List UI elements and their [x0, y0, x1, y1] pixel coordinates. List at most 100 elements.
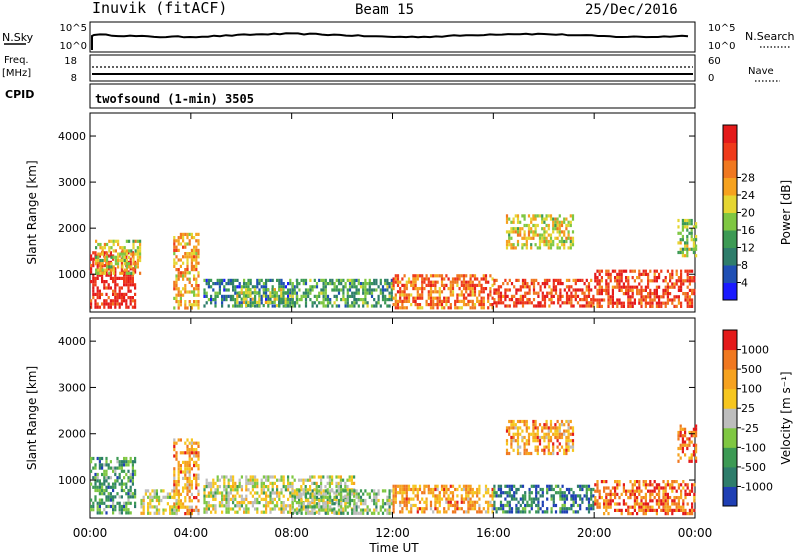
power-cell [445, 296, 448, 300]
power-cell [179, 303, 182, 307]
power-cell [445, 299, 448, 303]
power-cell [94, 305, 97, 309]
power-cell [193, 268, 196, 272]
power-cell [567, 236, 570, 240]
power-cell [640, 285, 643, 289]
power-cell [510, 236, 513, 240]
power-cell [177, 242, 180, 246]
velocity-cell [205, 485, 208, 489]
velocity-cell [569, 419, 572, 424]
velocity-cell [335, 495, 338, 499]
velocity-cell [579, 503, 582, 508]
power-cell [416, 296, 419, 300]
power-cell [523, 217, 526, 221]
velocity-cell [324, 508, 327, 512]
power-cell [686, 238, 689, 242]
power-cell [309, 278, 312, 282]
velocity-cell [98, 456, 101, 461]
power-cell [438, 274, 441, 278]
power-cell [390, 285, 393, 289]
power-cell [451, 283, 455, 287]
power-cell [98, 289, 101, 293]
velocity-cell [151, 498, 154, 503]
power-cell [616, 298, 619, 302]
power-cell [625, 279, 628, 283]
velocity-cell [653, 489, 656, 493]
power-cell [337, 291, 341, 295]
power-cell [127, 280, 130, 284]
velocity-cell [210, 491, 213, 495]
velocity-cell [326, 507, 329, 511]
velocity-cell [386, 502, 389, 506]
power-cell [125, 258, 128, 263]
velocity-cell [565, 451, 568, 456]
velocity-cell [394, 491, 397, 495]
velocity-cell [322, 498, 325, 503]
velocity-cell [388, 505, 391, 509]
velocity-cell [556, 439, 559, 443]
power-cell [640, 288, 643, 292]
velocity-cell [90, 460, 93, 464]
velocity-cell [289, 485, 292, 489]
velocity-cell [407, 500, 411, 504]
velocity-cell [125, 501, 128, 505]
velocity-cell [543, 426, 546, 430]
velocity-cell [218, 501, 221, 505]
velocity-cell [451, 510, 455, 514]
power-cell [596, 282, 599, 286]
power-cell [132, 258, 135, 263]
velocity-cell [541, 426, 544, 430]
velocity-cell [563, 448, 566, 452]
velocity-cell [447, 507, 450, 511]
power-cell [515, 304, 518, 308]
velocity-cell [449, 500, 452, 504]
power-cell [616, 276, 619, 280]
velocity-cell [317, 485, 320, 489]
velocity-cell [298, 478, 301, 482]
power-cell [644, 295, 647, 299]
velocity-cell [585, 507, 588, 511]
power-cell [543, 301, 547, 305]
power-cell [318, 301, 321, 305]
power-cell [364, 298, 367, 302]
velocity-cell [300, 498, 303, 503]
velocity-cell [377, 498, 380, 503]
velocity-cell [320, 475, 323, 479]
power-cell [403, 296, 406, 300]
velocity-cell [169, 505, 172, 509]
velocity-cell [247, 510, 250, 514]
velocity-cell [348, 478, 351, 482]
velocity-cell [90, 504, 93, 509]
velocity-cell [436, 500, 439, 504]
power-cell [647, 282, 650, 286]
velocity-cell [399, 484, 402, 488]
power-cell [195, 300, 198, 304]
velocity-cell [94, 488, 97, 493]
velocity-cell [118, 476, 121, 480]
velocity-cell [695, 434, 698, 438]
power-cell [373, 298, 376, 302]
velocity-cell [510, 435, 513, 440]
velocity-cell [552, 503, 555, 508]
power-cell [129, 302, 132, 306]
velocity-cell [447, 487, 450, 492]
power-cell [112, 292, 115, 296]
power-cell [552, 239, 555, 244]
power-cell [114, 258, 117, 263]
velocity-cell [516, 445, 520, 449]
power-cell [543, 282, 547, 286]
power-cell [344, 282, 347, 286]
velocity-cell [236, 491, 239, 495]
power-cell [127, 251, 130, 255]
power-cell [427, 293, 430, 297]
velocity-cell [134, 469, 137, 473]
power-cell [677, 279, 680, 283]
velocity-cell [98, 498, 101, 502]
power-cell [647, 276, 650, 280]
power-cell [357, 278, 360, 282]
power-cell [125, 262, 128, 266]
velocity-cell [309, 485, 312, 489]
velocity-cell [309, 475, 312, 479]
velocity-cell [530, 497, 533, 501]
power-cell [128, 249, 131, 253]
